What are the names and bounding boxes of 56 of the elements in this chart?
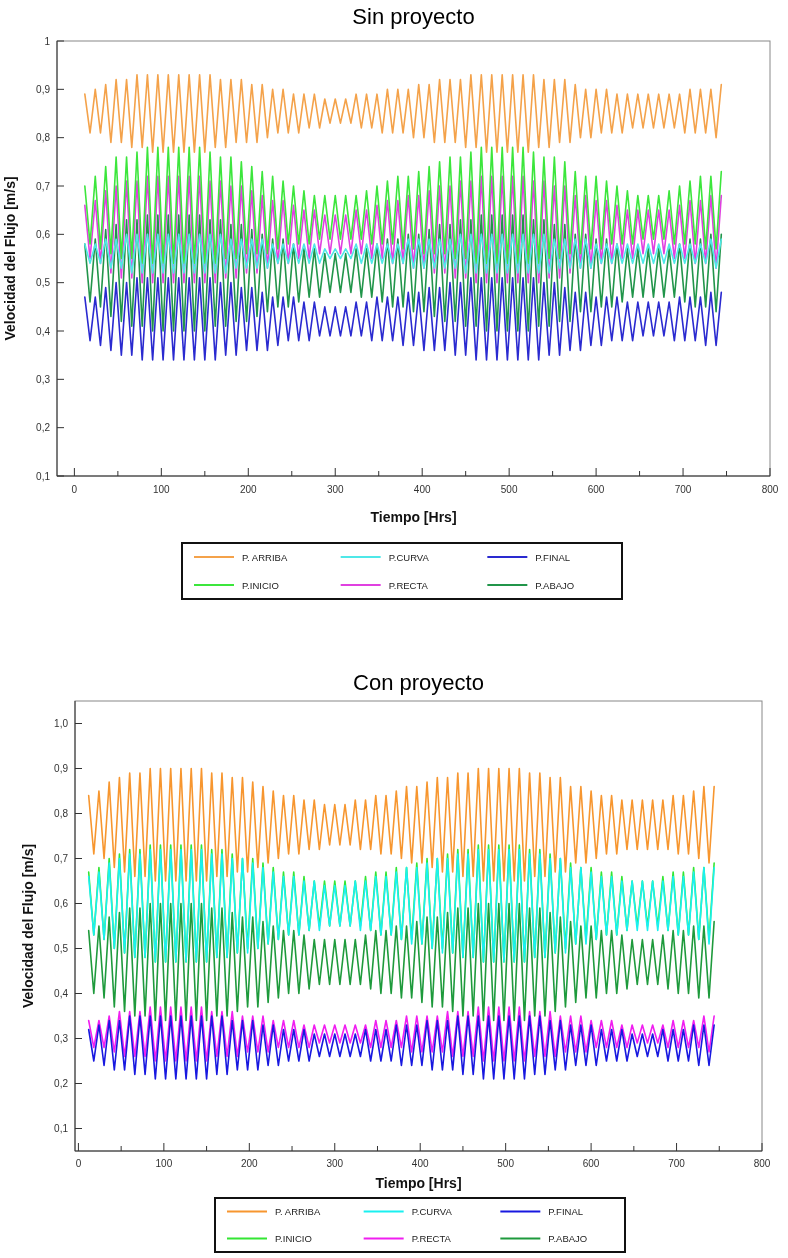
x-tick-label: 0 (75, 1158, 82, 1169)
y-tick-label: 0,8 (36, 132, 51, 144)
x-tick-label: 400 (413, 484, 431, 495)
x-tick-label: 500 (497, 1158, 515, 1169)
x-tick-label: 700 (674, 484, 692, 495)
legend-label: P. ARRIBA (242, 551, 288, 563)
y-tick-label: 0,4 (54, 988, 69, 999)
y-tick-label: 0,2 (36, 422, 51, 434)
y-tick-label: 0,8 (54, 808, 69, 819)
x-tick-label: 700 (668, 1158, 686, 1169)
y-tick-label: 0,3 (54, 1033, 69, 1044)
y-axis-title: Velocidad del Flujo [m/s] (20, 843, 36, 1009)
x-tick-label: 500 (500, 484, 518, 495)
y-tick-label: 1 (44, 35, 51, 47)
x-tick-label: 600 (582, 1158, 600, 1169)
y-tick-label: 0,9 (54, 763, 69, 774)
y-tick-label: 1,0 (54, 718, 69, 729)
legend-label: P.CURVA (411, 1206, 453, 1217)
x-tick-label: 400 (411, 1158, 429, 1169)
x-tick-label: 300 (326, 484, 345, 495)
x-tick-label: 0 (71, 484, 78, 495)
legend-label: P.FINAL (548, 1206, 584, 1217)
x-tick-label: 800 (761, 484, 779, 495)
chart-title: Sin proyecto (352, 4, 475, 29)
legend-label: P.FINAL (535, 551, 571, 563)
y-tick-label: 0,2 (54, 1078, 69, 1089)
y-tick-label: 0,6 (54, 898, 69, 909)
y-tick-label: 0,1 (36, 470, 51, 482)
x-tick-label: 100 (153, 484, 171, 495)
legend-label: P.RECTA (388, 579, 429, 591)
y-tick-label: 0,5 (54, 943, 69, 954)
y-tick-label: 0,5 (36, 277, 51, 289)
legend-label: P. ARRIBA (275, 1206, 321, 1217)
y-tick-label: 0,7 (54, 853, 69, 864)
y-tick-label: 0,9 (36, 83, 51, 95)
legend-label: P.RECTA (411, 1233, 452, 1244)
legend-label: P.INICIO (242, 579, 279, 591)
x-tick-label: 200 (240, 1158, 259, 1169)
y-tick-label: 0,3 (36, 373, 51, 385)
x-tick-label: 600 (587, 484, 605, 495)
y-tick-label: 0,1 (54, 1123, 69, 1134)
y-tick-label: 0,7 (36, 180, 51, 192)
x-axis-title: Tiempo [Hrs] (375, 1175, 462, 1191)
legend-label: P.CURVA (388, 551, 430, 563)
legend-label: P.ABAJO (535, 579, 575, 591)
y-axis-title: Velocidad del Flujo [m/s] (2, 176, 18, 341)
y-tick-label: 0,4 (36, 325, 51, 337)
legend-label: P.INICIO (275, 1233, 312, 1244)
legend-label: P.ABAJO (548, 1233, 588, 1244)
y-tick-label: 0,6 (36, 228, 51, 240)
x-tick-label: 200 (239, 484, 258, 495)
x-tick-label: 800 (753, 1158, 771, 1169)
x-tick-label: 300 (326, 1158, 344, 1169)
chart-title: Con proyecto (353, 670, 484, 695)
x-axis-title: Tiempo [Hrs] (370, 509, 457, 525)
x-tick-label: 100 (155, 1158, 173, 1169)
